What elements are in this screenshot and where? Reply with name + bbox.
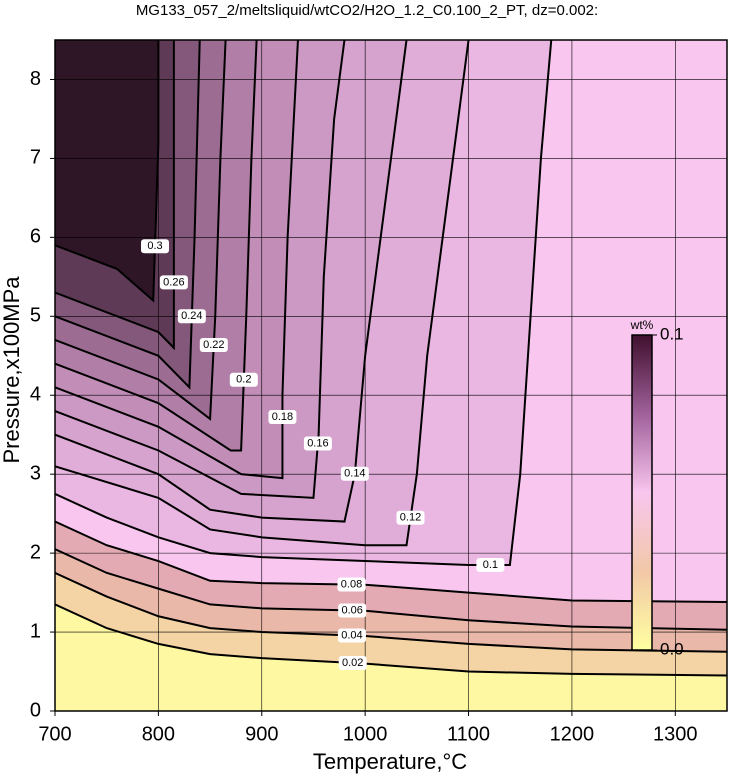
- contour-line: [55, 548, 727, 631]
- overlay: 700 800 900 1000 1100 1200 1300 0 1 2 3 4 5 6 7 8 wt% 0.1…: [30, 39, 728, 745]
- contour-label: 0.04: [341, 629, 362, 641]
- y-tick-label: 4: [30, 384, 41, 406]
- colorbar-max: 0.1: [660, 324, 684, 343]
- contour-label-bg: [338, 655, 367, 670]
- colorbar-title: wt%: [630, 318, 654, 332]
- contour-label-bg: [199, 337, 228, 352]
- contour-label: 0.08: [341, 578, 362, 590]
- contour-label: 0.2: [236, 374, 251, 386]
- contour-label: 0.06: [341, 604, 362, 616]
- y-tick-label: 5: [30, 305, 41, 327]
- x-tick-label: 900: [245, 723, 278, 745]
- contour-label: 0.26: [163, 276, 184, 288]
- colorbar: [631, 334, 653, 651]
- x-tick-label: 800: [142, 723, 175, 745]
- contour-label-bg: [476, 557, 505, 572]
- y-tick-label: 7: [30, 147, 41, 169]
- contour-line: [55, 40, 160, 303]
- x-tick-label: 1200: [550, 723, 595, 745]
- contour-line: [55, 40, 201, 390]
- contour-label-bg: [159, 275, 188, 290]
- y-tick-label: 0: [30, 699, 41, 721]
- contour-fill: [55, 40, 727, 711]
- contour-line: [55, 40, 553, 566]
- plot-area: 0.3 0.26 0.24 0.22 0.2 0.18 0.16 0.14 0.12 0.1 0.0…: [55, 40, 727, 711]
- y-tick-label: 3: [30, 462, 41, 484]
- contour-line: [55, 603, 727, 677]
- contour-label: 0.22: [203, 339, 224, 351]
- y-tick-label: 1: [30, 620, 41, 642]
- contour-line: [55, 40, 299, 480]
- y-tick-label: 8: [30, 68, 41, 90]
- x-tick-label: 1100: [447, 723, 490, 745]
- contour-line: [55, 40, 408, 523]
- contour-label-bg: [177, 309, 206, 324]
- contour-label-bg: [229, 372, 258, 387]
- x-axis-label: Temperature,°C: [313, 749, 467, 774]
- x-tick-label: 1000: [343, 723, 388, 745]
- contour-line: [55, 571, 727, 653]
- contour-label-bg: [140, 239, 169, 254]
- contour-line: [55, 520, 727, 604]
- contour-line: [55, 40, 227, 421]
- contour-line: [55, 40, 175, 351]
- contour-label-bg: [337, 577, 366, 592]
- contour-line: [55, 40, 346, 499]
- contour-label: 0.1: [483, 559, 498, 571]
- contour-label: 0.14: [344, 468, 365, 480]
- contour-label-bg: [396, 510, 425, 525]
- contour-label-bg: [268, 409, 297, 424]
- contour-fill: [55, 604, 727, 711]
- contour-label-bg: [303, 436, 332, 451]
- y-tick-label: 2: [30, 541, 41, 563]
- contour-label-bg: [338, 603, 367, 618]
- y-axis-label: Pressure,x100MPa: [0, 276, 24, 464]
- contour-label-bg: [340, 466, 369, 481]
- chart-title: MG133_057_2/meltsliquid/wtCO2/H2O_1.2_C0…: [136, 2, 598, 19]
- contour-line: [55, 40, 258, 452]
- contour-label-bg: [337, 628, 366, 643]
- x-tick-label: 700: [38, 723, 71, 745]
- contour-label: 0.24: [181, 310, 202, 322]
- y-tick-label: 6: [30, 226, 41, 248]
- contour-label: 0.12: [400, 512, 421, 524]
- x-tick-label: 1300: [653, 723, 698, 745]
- contour-label: 0.3: [147, 240, 162, 252]
- plot-frame: [54, 39, 728, 712]
- contour-line: [55, 40, 470, 547]
- colorbar-min: 0.0: [660, 639, 684, 658]
- contour-label: 0.18: [272, 411, 293, 423]
- contour-label: 0.02: [342, 657, 363, 669]
- contour-label: 0.16: [307, 437, 328, 449]
